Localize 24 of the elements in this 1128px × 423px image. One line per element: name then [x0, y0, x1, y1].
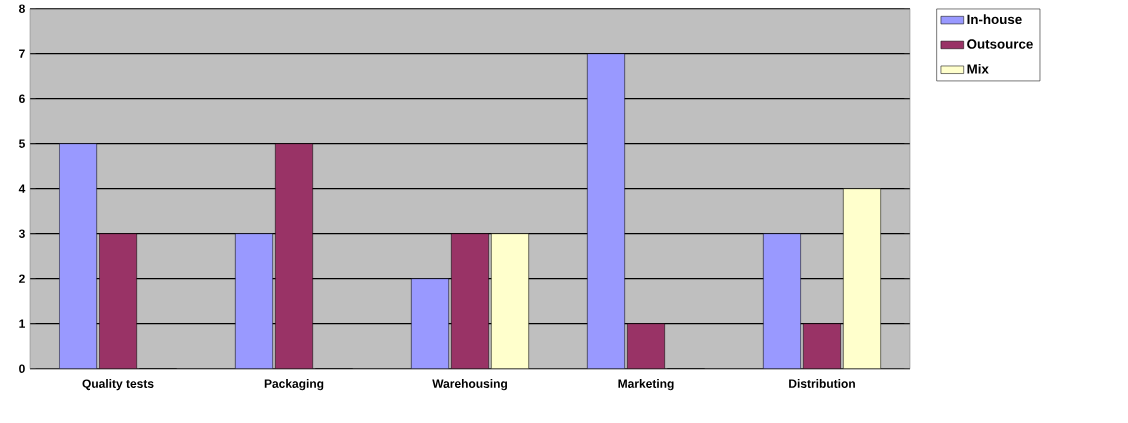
y-tick-label: 6 [19, 94, 25, 103]
x-tick-label: Marketing [618, 378, 674, 391]
bar [587, 53, 625, 369]
legend-label: In-house [967, 14, 1022, 24]
x-tick-label: Distribution [789, 378, 855, 388]
y-tick-label: 1 [19, 319, 25, 328]
x-tick-label: Warehousing [432, 378, 507, 391]
y-tick-label: 5 [19, 139, 25, 148]
y-tick-label: 4 [18, 184, 26, 193]
bar [843, 188, 881, 369]
bar [491, 233, 529, 369]
bar [411, 278, 449, 369]
x-tick-label: Packaging [264, 378, 324, 391]
bar [59, 143, 97, 369]
x-tick-label: Quality tests [82, 378, 154, 391]
legend-label: Outsource [967, 39, 1033, 49]
y-tick-label: 3 [18, 229, 25, 238]
y-tick-label: 7 [19, 49, 25, 58]
bar [763, 233, 801, 369]
y-tick-label: 0 [19, 364, 25, 373]
y-tick-label: 8 [19, 4, 25, 13]
legend-label: Mix [967, 63, 989, 74]
y-tick-label: 2 [19, 274, 25, 283]
bar [235, 233, 273, 369]
